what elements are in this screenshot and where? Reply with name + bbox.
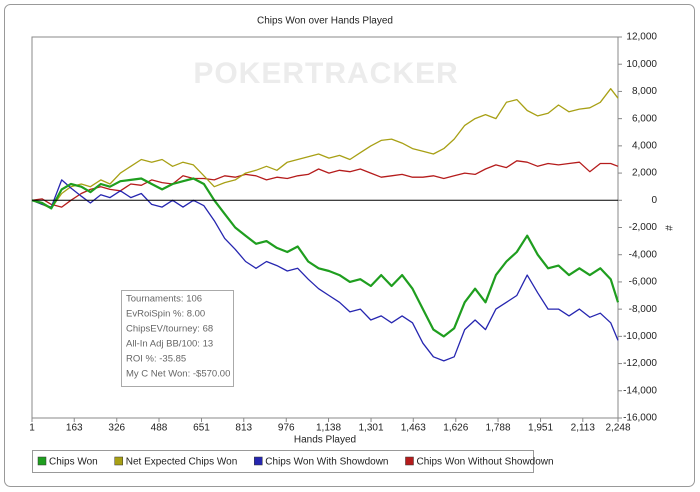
- info-line: EvRoiSpin %: 8.00: [126, 309, 205, 320]
- info-line: ROI %: -35.85: [126, 354, 186, 365]
- y-tick-label: -14,000: [623, 385, 657, 396]
- legend-swatch: [254, 456, 263, 466]
- y-tick-label: 0: [651, 195, 657, 206]
- info-box: Tournaments: 106 EvRoiSpin %: 8.00 ChipsEV…: [121, 290, 234, 387]
- chart-title: Chips Won over Hands Played: [257, 16, 393, 27]
- x-tick-label: 1,301: [359, 423, 384, 434]
- y-axis-label: #: [662, 225, 673, 231]
- x-tick-label: 976: [278, 423, 295, 434]
- x-tick-label: 1,626: [443, 423, 468, 434]
- legend-label: Chips Won Without Showdown: [416, 457, 553, 468]
- y-tick-label: 6,000: [632, 113, 657, 124]
- x-tick-label: 1,463: [401, 423, 426, 434]
- y-tick-label: 8,000: [632, 86, 657, 97]
- legend-frame: [32, 450, 534, 473]
- y-tick-label: 12,000: [626, 32, 657, 43]
- x-tick-label: 1: [29, 423, 35, 434]
- lines: [31, 88, 620, 362]
- y-tick-label: 10,000: [626, 59, 657, 70]
- legend-label: Chips Won With Showdown: [265, 457, 388, 468]
- legend-label: Net Expected Chips Won: [126, 457, 238, 468]
- info-line: Tournaments: 106: [126, 294, 202, 305]
- x-tick-label: 651: [193, 423, 210, 434]
- series-line: [31, 177, 620, 338]
- info-line: My C Net Won: -$570.00: [126, 369, 230, 380]
- series-line: [31, 179, 619, 362]
- x-axis-label: Hands Played: [294, 435, 356, 446]
- x-tick-label: 1,138: [316, 423, 341, 434]
- info-box-frame: [121, 290, 234, 387]
- y-tick-label: -16,000: [623, 413, 657, 424]
- legend-swatch: [405, 456, 414, 466]
- y-tick-label: -4,000: [629, 249, 658, 260]
- y-tick-label: -12,000: [623, 358, 657, 369]
- series-line: [31, 88, 619, 210]
- y-tick-label: -2,000: [629, 222, 658, 233]
- info-line: All-In Adj BB/100: 13: [126, 339, 213, 350]
- x-tick-label: 326: [108, 423, 125, 434]
- legend-swatch: [37, 456, 47, 466]
- y-tick-label: 2,000: [632, 168, 657, 179]
- x-tick-label: 813: [235, 423, 252, 434]
- y-tick-label: -10,000: [623, 331, 657, 342]
- y-tick-label: 4,000: [632, 140, 657, 151]
- watermark: POKERTRACKER: [193, 57, 458, 90]
- x-tick-label: 1,788: [486, 423, 511, 434]
- x-tick-label: 163: [66, 423, 83, 434]
- x-tick-label: 1,951: [528, 423, 553, 434]
- y-tick-label: -8,000: [629, 304, 658, 315]
- info-line: ChipsEV/tourney: 68: [126, 324, 213, 335]
- x-tick-label: 488: [151, 423, 168, 434]
- series-line: [31, 160, 619, 208]
- legend-label: Chips Won: [49, 457, 98, 468]
- x-tick-label: 2,248: [605, 423, 630, 434]
- x-tick-label: 2,113: [571, 423, 596, 434]
- y-tick-label: -6,000: [629, 277, 658, 288]
- legend-swatch: [114, 456, 123, 466]
